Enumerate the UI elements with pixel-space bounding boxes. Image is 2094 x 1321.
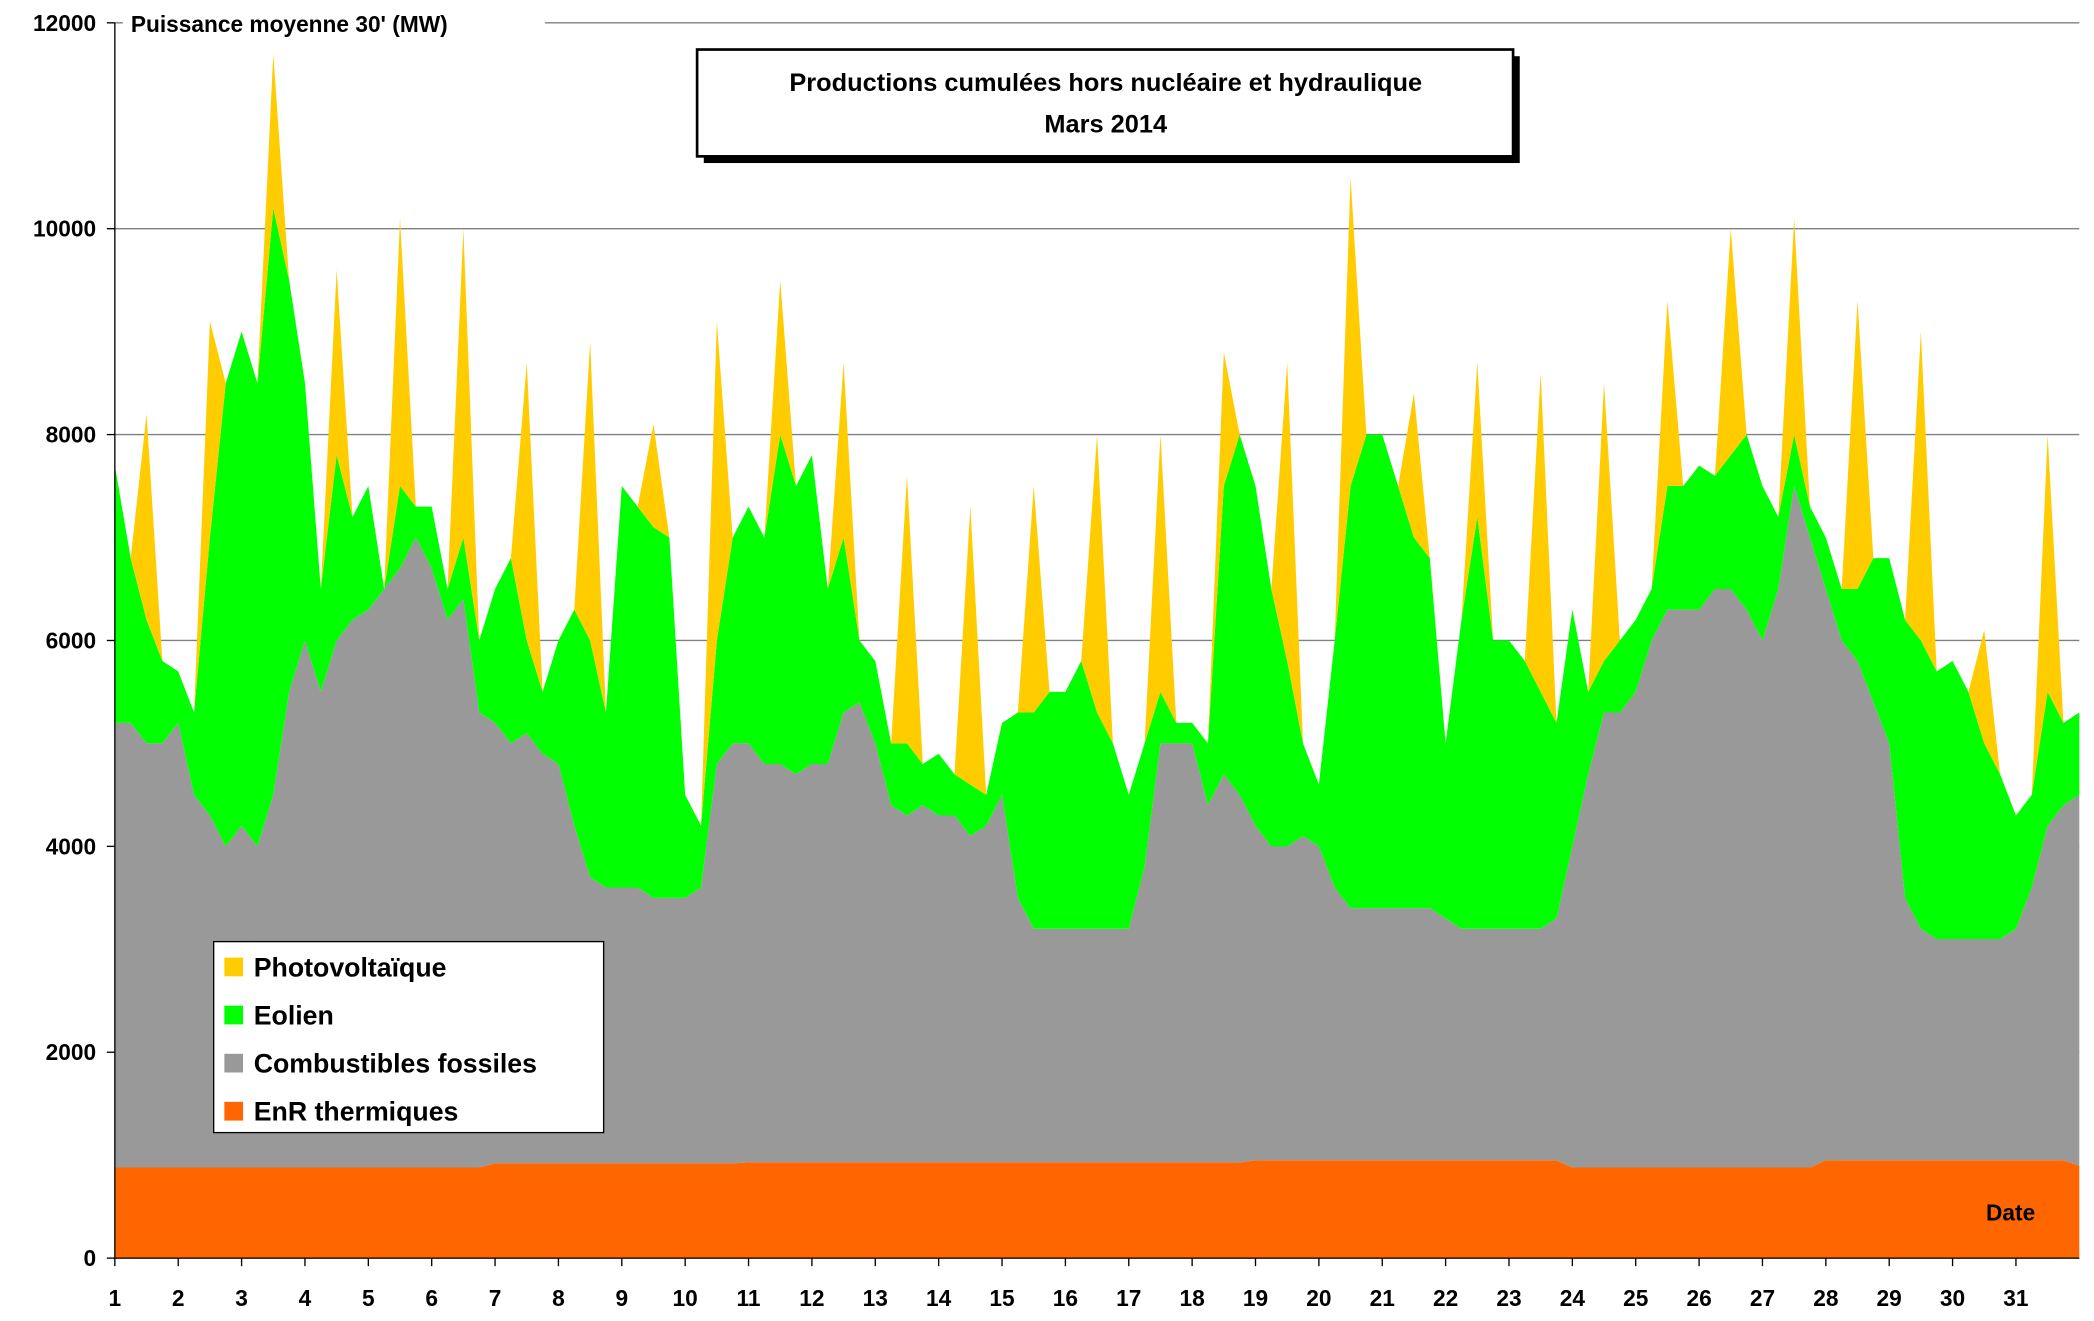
legend-label: Combustibles fossiles: [254, 1048, 537, 1078]
x-tick-label: 19: [1243, 1285, 1268, 1311]
x-tick-label: 24: [1560, 1285, 1586, 1311]
x-tick-label: 3: [235, 1285, 248, 1311]
y-label-bg: [122, 10, 545, 38]
y-tick-label: 0: [84, 1245, 97, 1271]
y-tick-label: 8000: [46, 422, 96, 448]
x-tick-label: 4: [299, 1285, 312, 1311]
x-tick-label: 18: [1180, 1285, 1205, 1311]
legend-box: [213, 940, 605, 1134]
x-tick-label: 17: [1116, 1285, 1141, 1311]
x-tick-label: 10: [673, 1285, 698, 1311]
x-tick-label: 28: [1813, 1285, 1838, 1311]
x-tick-label: 12: [799, 1285, 824, 1311]
x-tick-label: 15: [989, 1285, 1014, 1311]
x-tick-label: 22: [1433, 1285, 1458, 1311]
legend-swatch: [224, 957, 244, 977]
x-tick-label: 20: [1306, 1285, 1331, 1311]
legend-label: Photovoltaïque: [254, 952, 447, 982]
x-tick-label: 11: [737, 1285, 761, 1311]
axis-lines: 1 2 3 4 5 6 7 8 9 10 11 12 13 14 15 16 17 18 19 20 21 22 23 24 2…: [109, 22, 2080, 1311]
x-tick-label: 9: [615, 1285, 628, 1311]
x-tick-label: 2: [172, 1285, 185, 1311]
legend-swatch: [224, 1101, 244, 1121]
y-tick-label: 12000: [33, 10, 96, 36]
x-tick-label: 1: [109, 1285, 122, 1311]
legend-label: Eolien: [254, 1000, 334, 1030]
x-tick-label: 21: [1370, 1285, 1395, 1311]
area-1: [114, 486, 2080, 1168]
y-tick-label: 6000: [46, 627, 96, 653]
y-tick-label: 10000: [33, 216, 96, 242]
x-tick-label: 6: [425, 1285, 438, 1311]
x-tick-label: 29: [1877, 1285, 1902, 1311]
x-tick-label: 14: [926, 1285, 952, 1311]
x-tick-label: 5: [362, 1285, 375, 1311]
legend-swatch: [224, 1005, 244, 1025]
y-tick-label: 4000: [46, 833, 96, 859]
x-tick-label: 7: [489, 1285, 502, 1311]
area-2: [114, 208, 2080, 939]
x-tick-label: 27: [1750, 1285, 1775, 1311]
title-box: [695, 48, 1515, 158]
legend-swatch: [224, 1053, 244, 1073]
legend-label: EnR thermiques: [254, 1097, 459, 1127]
x-tick-label: 26: [1686, 1285, 1711, 1311]
x-tick-label: 16: [1053, 1285, 1078, 1311]
x-axis-title: Date: [1986, 1200, 2035, 1226]
x-tick-label: 31: [2003, 1285, 2028, 1311]
x-tick-label: 30: [1940, 1285, 1965, 1311]
chart-subtitle: Mars 2014: [1044, 110, 1167, 138]
plot-areas: [114, 53, 2080, 1259]
x-tick-label: 25: [1623, 1285, 1648, 1311]
y-axis-title: Puissance moyenne 30' (MW): [131, 11, 448, 37]
x-tick-label: 8: [552, 1285, 565, 1311]
legend: EnR thermiques Combustibles fossiles Eolie…: [213, 940, 605, 1134]
x-tick-label: 13: [863, 1285, 888, 1311]
area-3: [114, 53, 2080, 826]
x-tick-label: 23: [1496, 1285, 1521, 1311]
chart-title: Productions cumulées hors nucléaire et h…: [789, 69, 1422, 97]
area-0: [114, 1160, 2080, 1259]
y-tick-label: 2000: [46, 1039, 96, 1065]
